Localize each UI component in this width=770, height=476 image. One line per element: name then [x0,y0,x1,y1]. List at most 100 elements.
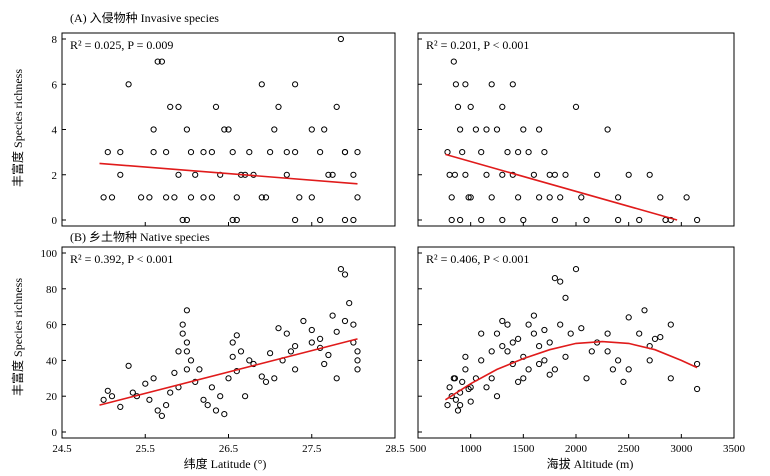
scatter-point [467,384,474,391]
scatter-point [488,348,495,355]
scatter-point [483,384,490,391]
scatter-point [292,343,299,350]
scatter-point [588,348,595,355]
scatter-point [578,194,585,201]
stat-label-b-left: R² = 0.392, P < 0.001 [70,252,173,266]
scatter-point [499,216,506,224]
x-tick-label: 1500 [512,443,535,455]
scatter-point [557,194,564,201]
scatter-point [250,360,257,368]
scatter-point [694,360,701,368]
scatter-point [246,357,253,364]
scatter-point [444,402,451,409]
scatter-point [308,326,315,334]
scatter-point [108,194,116,201]
scatter-point [520,375,527,382]
scatter-point [615,357,622,364]
scatter-point [225,126,232,133]
scatter-point [520,126,527,133]
stat-label-a-right: R² = 0.201, P < 0.001 [426,38,529,52]
scatter-point [525,149,532,156]
scatter-point [325,351,332,359]
scatter-point [462,81,469,88]
y-tick-label: 60 [46,320,58,332]
scatter-point [212,103,220,111]
scatter-point [262,378,270,385]
scatter-point [175,348,182,355]
x-tick-label: 3000 [670,443,693,455]
scatter-point [129,389,136,396]
scatter-point [337,35,344,43]
panel-a-right: R² = 0.201, P < 0.001 [417,32,735,227]
scatter-point [499,317,506,325]
fit-line-a-right [445,153,678,221]
scatter-point [572,103,580,111]
scatter-point [557,278,564,285]
scatter-point [488,81,495,88]
scatter-point [208,194,215,201]
x-tick-label: 3500 [723,443,746,455]
scatter-point [641,307,648,314]
scatter-point [283,149,290,156]
scatter-point [196,366,203,373]
scatter-point [308,339,315,346]
scatter-point [317,216,324,224]
scatter-point [546,339,553,346]
scatter-point [163,149,170,156]
scatter-point [583,216,590,224]
scatter-point [229,339,236,346]
scatter-point [329,171,336,178]
scatter-point [467,398,474,405]
scatter-point [662,216,669,224]
scatter-point [329,312,336,319]
scatter-point [354,366,361,373]
scatter-point [333,103,340,111]
scatter-point [225,375,232,382]
scatter-point [258,373,265,380]
scatter-point [262,194,270,201]
scatter-point [651,335,659,342]
scatter-point [504,321,511,328]
scatter-point [150,149,157,156]
scatter-point [100,194,107,201]
stat-label-a-left: R² = 0.025, P = 0.009 [70,38,173,52]
scatter-point [536,360,543,368]
scatter-point [457,402,464,409]
scatter-point [541,357,548,364]
scatter-point [208,384,215,391]
scatter-point [536,194,543,201]
scatter-point [287,348,294,355]
scatter-point [117,171,124,178]
scatter-point [125,362,132,369]
scatter-point [187,149,195,156]
scatter-point [146,396,153,403]
scatter-point [242,393,249,400]
scatter-point [509,81,516,88]
scatter-point [448,194,455,201]
scatter-point [515,335,522,342]
fit-line-b-right [444,340,698,401]
scatter-point [462,171,469,178]
scatter-point [530,312,538,319]
y-tick-label: 2 [52,170,58,182]
scatter-point [493,330,501,337]
scatter-point [229,149,236,156]
x-tick-label: 24.5 [52,443,72,455]
scatter-point [275,103,282,111]
x-tick-label: 2000 [565,443,588,455]
scatter-point [158,412,165,419]
scatter-point [450,58,457,65]
x-axis-label-right: 海拔 Altitude (m) [547,456,634,471]
scatter-point [354,348,361,355]
scatter-point [154,407,161,414]
y-axis-label-top: 丰富度 Species richness [10,69,25,187]
scatter-point [646,357,653,364]
scatter-point [483,171,490,178]
scatter-point [636,330,643,337]
scatter-point [271,126,278,133]
scatter-point [183,307,190,314]
panel-frame-a-right [417,32,735,227]
panel-a-left: R² = 0.025, P = 0.009 0 2 4 6 8 [52,32,396,227]
scatter-point [346,300,353,307]
